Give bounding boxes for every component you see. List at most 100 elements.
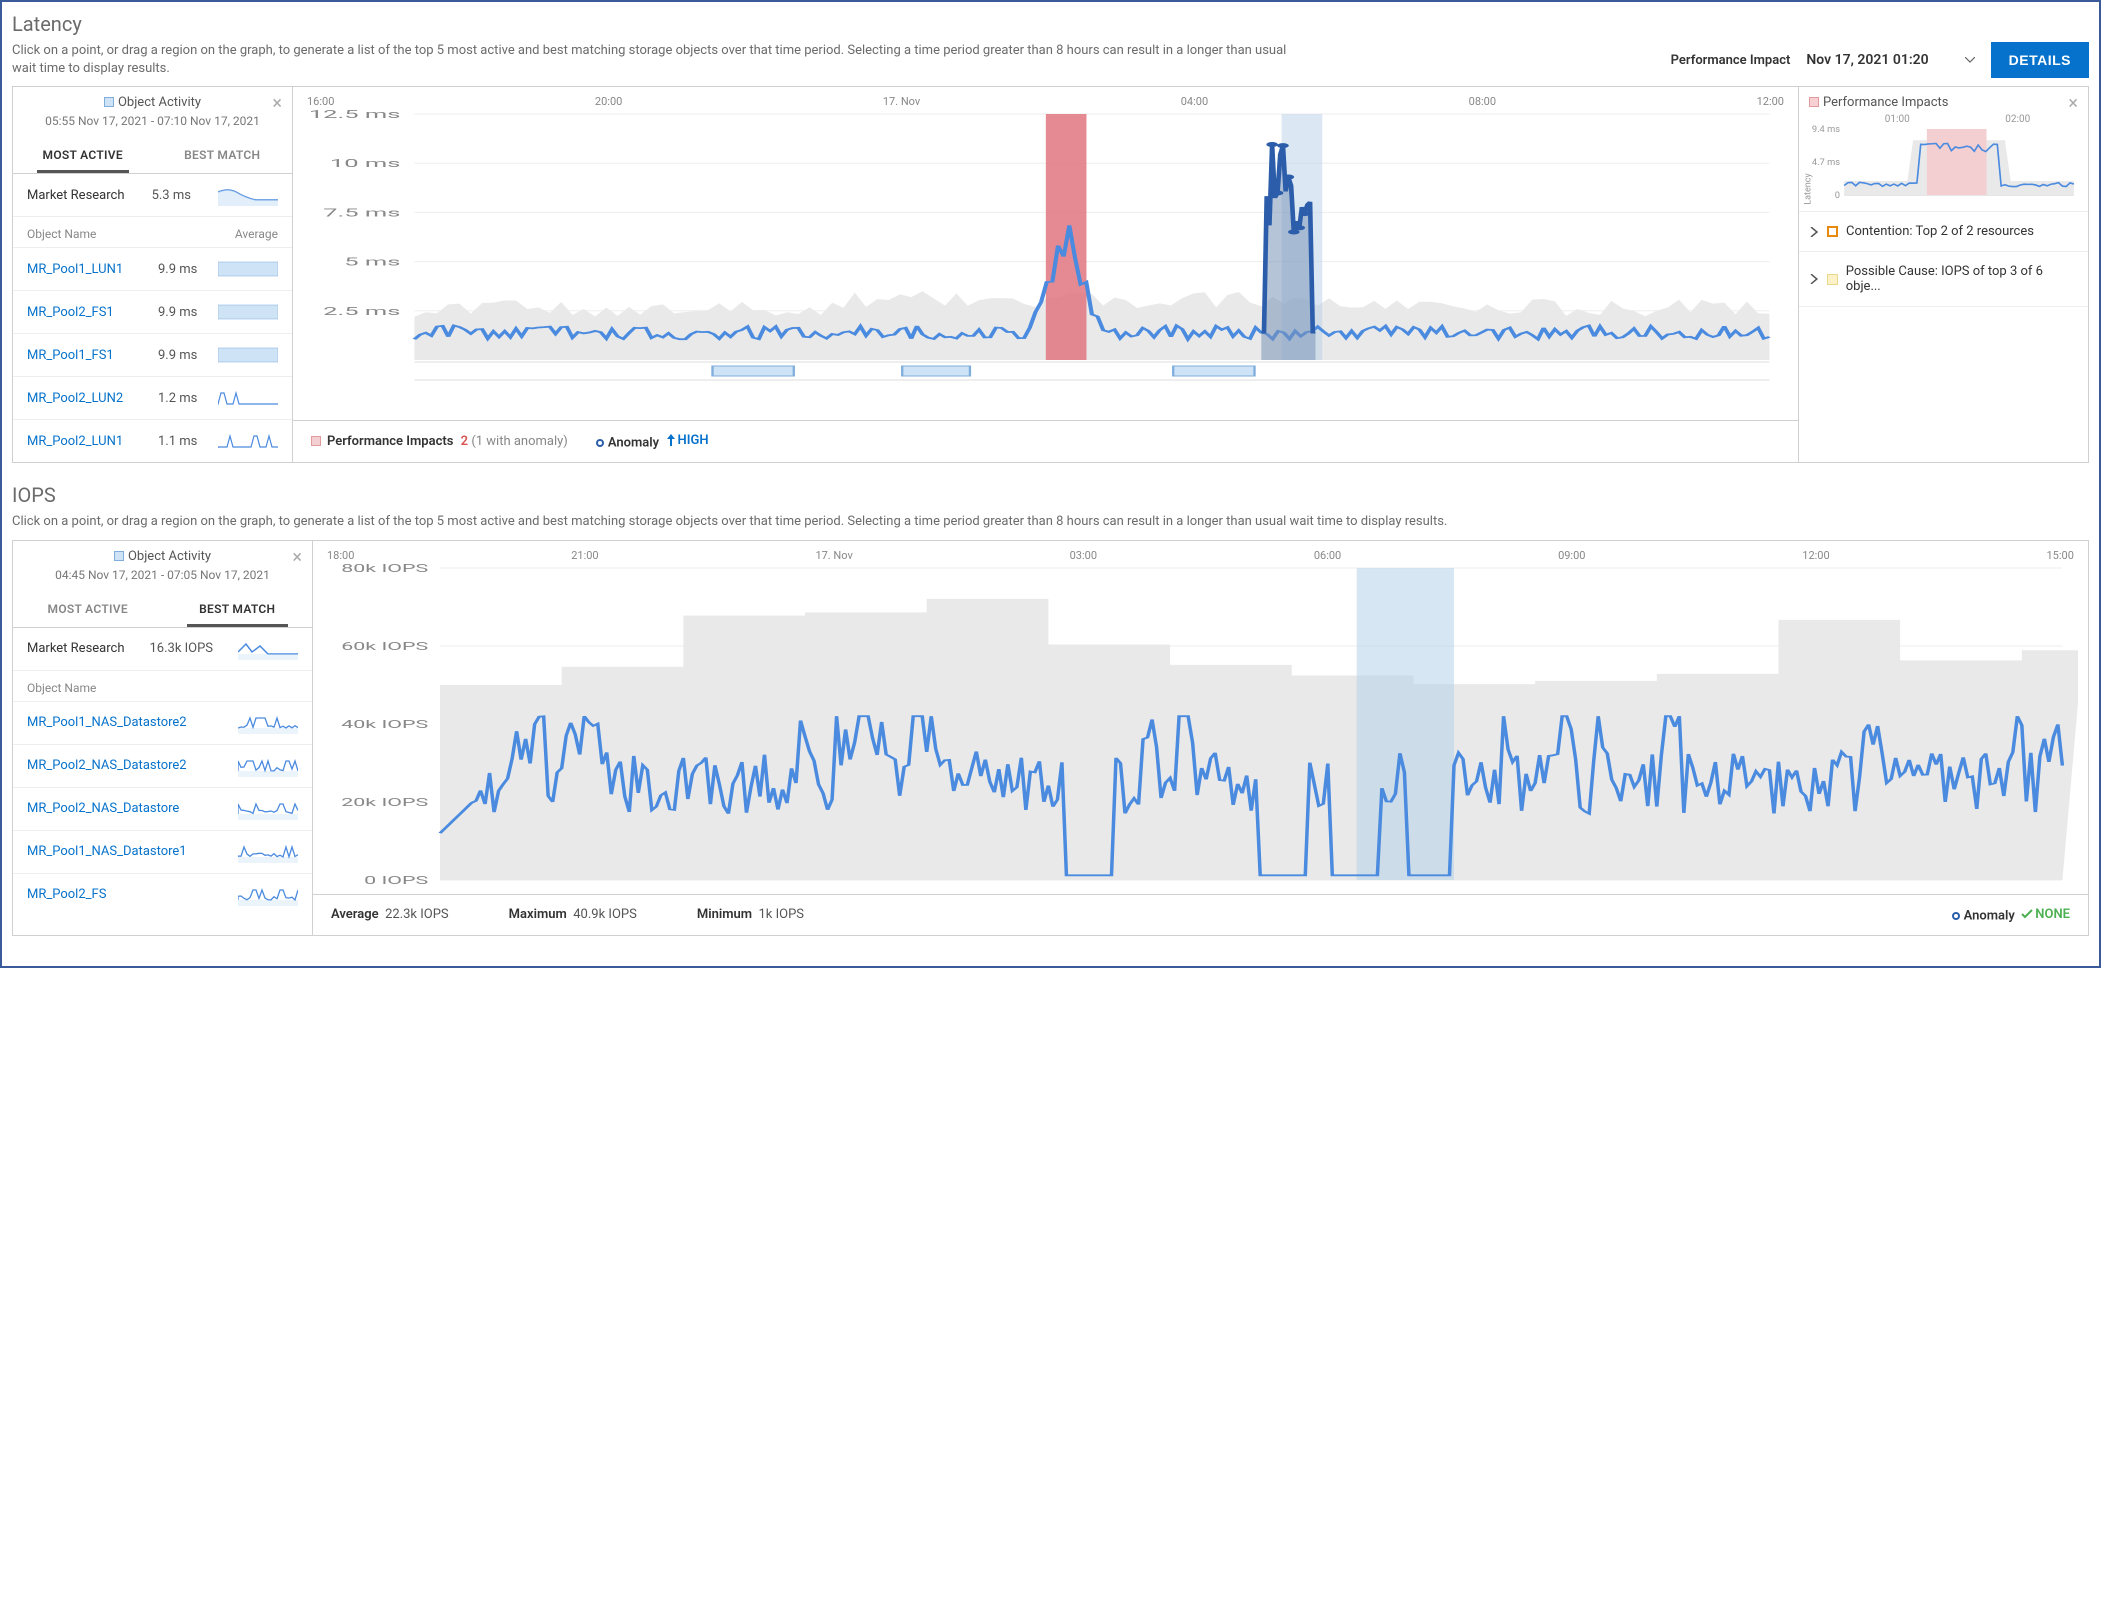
x-tick: 04:00 [1181, 95, 1208, 108]
sparkline [218, 301, 278, 323]
tab-best-match[interactable]: BEST MATCH [153, 138, 293, 173]
x-tick: 08:00 [1469, 95, 1496, 108]
avg-val: 9.9 ms [158, 348, 218, 363]
list-item: MR_Pool2_NAS_Datastore [13, 787, 312, 830]
summary-val: 16.3k IOPS [149, 641, 213, 656]
list-item: MR_Pool1_NAS_Datastore1 [13, 830, 312, 873]
iops-footer: Average 22.3k IOPS Maximum 40.9k IOPS Mi… [313, 894, 2088, 936]
sparkline [238, 798, 298, 820]
tab-most-active[interactable]: MOST ACTIVE [13, 138, 153, 173]
svg-text:12.5 ms: 12.5 ms [309, 110, 401, 121]
sparkline [238, 841, 298, 863]
avg-val: 1.2 ms [158, 391, 218, 406]
chevron-down-icon [1965, 57, 1975, 63]
sparkline [218, 430, 278, 452]
x-tick: 12:00 [1802, 549, 1829, 562]
anomaly-high: HIGH [666, 433, 709, 448]
tab-best-match[interactable]: BEST MATCH [163, 592, 313, 627]
mini-title: Performance Impacts [1799, 87, 2088, 114]
x-tick: 03:00 [1070, 549, 1097, 562]
accordion-possible-cause[interactable]: Possible Cause: IOPS of top 3 of 6 obje.… [1799, 252, 2088, 307]
x-tick: 02:00 [2005, 114, 2030, 125]
iops-chart[interactable]: 18:0021:0017. Nov03:0006:0009:0012:0015:… [313, 541, 2088, 936]
anomaly-icon [596, 439, 604, 447]
svg-text:10 ms: 10 ms [330, 157, 401, 170]
sparkline [238, 884, 298, 906]
svg-text:9.4 ms: 9.4 ms [1812, 125, 1840, 135]
object-link[interactable]: MR_Pool2_FS [27, 887, 106, 902]
summary-sparkline [238, 638, 298, 660]
iops-section: IOPS Click on a point, or drag a region … [12, 483, 2089, 936]
list-item: MR_Pool1_NAS_Datastore2 [13, 701, 312, 744]
time-range: 05:55 Nov 17, 2021 - 07:10 Nov 17, 2021 [13, 114, 292, 138]
x-tick: 12:00 [1757, 95, 1784, 108]
tabs: MOST ACTIVE BEST MATCH [13, 138, 292, 174]
svg-text:2.5 ms: 2.5 ms [323, 305, 400, 318]
anomaly-none: NONE [2021, 907, 2070, 922]
chevron-right-icon [1809, 274, 1819, 284]
avg-val: 1.1 ms [158, 434, 218, 449]
object-link[interactable]: MR_Pool2_LUN2 [27, 391, 158, 406]
col-object: Object Name [27, 227, 96, 241]
latency-footer: Performance Impacts 2 (1 with anomaly) A… [293, 420, 1798, 463]
perf-impact-label: Performance Impact [1671, 53, 1791, 68]
svg-text:4.7 ms: 4.7 ms [1812, 158, 1840, 168]
accordion-contention[interactable]: Contention: Top 2 of 2 resources [1799, 212, 2088, 252]
contention-icon [1827, 226, 1838, 237]
summary-val: 5.3 ms [152, 188, 191, 203]
tab-most-active[interactable]: MOST ACTIVE [13, 592, 163, 627]
summary-name: Market Research [27, 188, 125, 203]
sparkline [218, 258, 278, 280]
list-item: MR_Pool2_FS19.9 ms [13, 290, 292, 333]
object-link[interactable]: MR_Pool1_NAS_Datastore1 [27, 844, 187, 859]
svg-text:7.5 ms: 7.5 ms [323, 207, 400, 220]
latency-side-panel: × Object Activity 05:55 Nov 17, 2021 - 0… [13, 87, 293, 462]
date-selected: Nov 17, 2021 01:20 [1806, 52, 1928, 68]
x-tick: 15:00 [2047, 549, 2074, 562]
sparkline [238, 755, 298, 777]
avg-val: 9.9 ms [158, 262, 218, 277]
list-item: MR_Pool2_LUN11.1 ms [13, 419, 292, 462]
chevron-right-icon [1809, 227, 1819, 237]
cause-icon [1827, 274, 1838, 285]
col-average: Average [235, 227, 278, 241]
close-icon[interactable]: × [2068, 93, 2078, 114]
close-icon[interactable]: × [292, 547, 302, 568]
object-link[interactable]: MR_Pool1_LUN1 [27, 262, 158, 277]
object-link[interactable]: MR_Pool1_NAS_Datastore2 [27, 715, 187, 730]
x-tick: 01:00 [1885, 114, 1910, 125]
object-link[interactable]: MR_Pool2_NAS_Datastore2 [27, 758, 187, 773]
sparkline [238, 712, 298, 734]
list-item: MR_Pool1_LUN19.9 ms [13, 247, 292, 290]
date-dropdown[interactable]: Nov 17, 2021 01:20 [1806, 52, 1974, 68]
list-item: MR_Pool2_FS [13, 873, 312, 916]
x-tick: 18:00 [327, 549, 354, 562]
svg-text:0 IOPS: 0 IOPS [364, 874, 428, 887]
svg-text:80k IOPS: 80k IOPS [341, 564, 428, 575]
sparkline [218, 387, 278, 409]
latency-desc: Click on a point, or drag a region on th… [12, 42, 1300, 78]
list-item: MR_Pool2_LUN21.2 ms [13, 376, 292, 419]
x-tick: 17. Nov [883, 95, 920, 108]
object-activity-header: Object Activity [13, 541, 312, 568]
summary-sparkline [218, 184, 278, 206]
list-item: MR_Pool2_NAS_Datastore2 [13, 744, 312, 787]
mini-y-axis-label: Latency [1804, 174, 1814, 205]
avg-val: 9.9 ms [158, 305, 218, 320]
latency-title: Latency [12, 12, 2089, 36]
iops-side-panel: × Object Activity 04:45 Nov 17, 2021 - 0… [13, 541, 313, 936]
summary-name: Market Research [27, 641, 125, 656]
close-icon[interactable]: × [272, 93, 282, 114]
svg-text:60k IOPS: 60k IOPS [341, 640, 428, 653]
anomaly-icon [1952, 912, 1960, 920]
object-link[interactable]: MR_Pool2_NAS_Datastore [27, 801, 179, 816]
object-link[interactable]: MR_Pool2_FS1 [27, 305, 158, 320]
details-button[interactable]: DETAILS [1991, 42, 2089, 78]
object-link[interactable]: MR_Pool2_LUN1 [27, 434, 158, 449]
time-range: 04:45 Nov 17, 2021 - 07:05 Nov 17, 2021 [13, 568, 312, 592]
object-link[interactable]: MR_Pool1_FS1 [27, 348, 158, 363]
object-activity-header: Object Activity [13, 87, 292, 114]
col-object: Object Name [27, 681, 96, 695]
svg-text:0: 0 [1835, 191, 1840, 201]
latency-chart[interactable]: 16:0020:0017. Nov04:0008:0012:00 12.5 ms… [293, 87, 1798, 462]
